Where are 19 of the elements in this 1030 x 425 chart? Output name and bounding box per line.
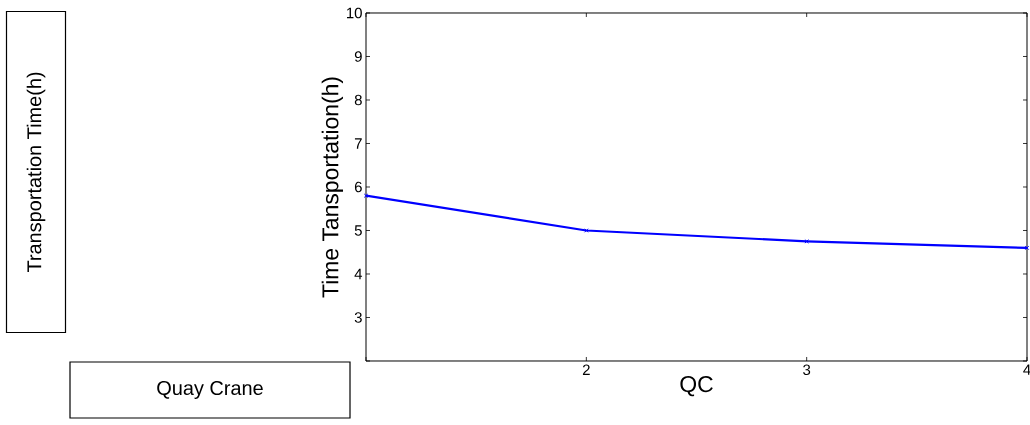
text: Transportation Time(h) (26, 72, 46, 273)
x-axis-title: QC (680, 375, 713, 397)
y-axis-title: Time Tansportation(h) (321, 77, 344, 298)
text: Quay Crane (157, 380, 263, 400)
y-tick-label: 4 (354, 268, 363, 280)
y-tick-label: 6 (354, 181, 362, 193)
y-tick-label: 10 (347, 7, 362, 19)
point (584, 228, 589, 233)
x-tick-label: 3 (803, 364, 811, 376)
y-tick-label: 9 (354, 51, 362, 62)
y-tick-label: 8 (354, 94, 362, 106)
x-tick-label: 2 (582, 364, 590, 375)
y-tick-label: 5 (354, 225, 362, 236)
point (363, 193, 369, 198)
point (1024, 245, 1030, 251)
point (804, 239, 809, 244)
y-tick-label: 7 (354, 138, 362, 149)
x-tick-label: 4 (1023, 364, 1030, 375)
y-tick-label: 3 (354, 312, 362, 323)
